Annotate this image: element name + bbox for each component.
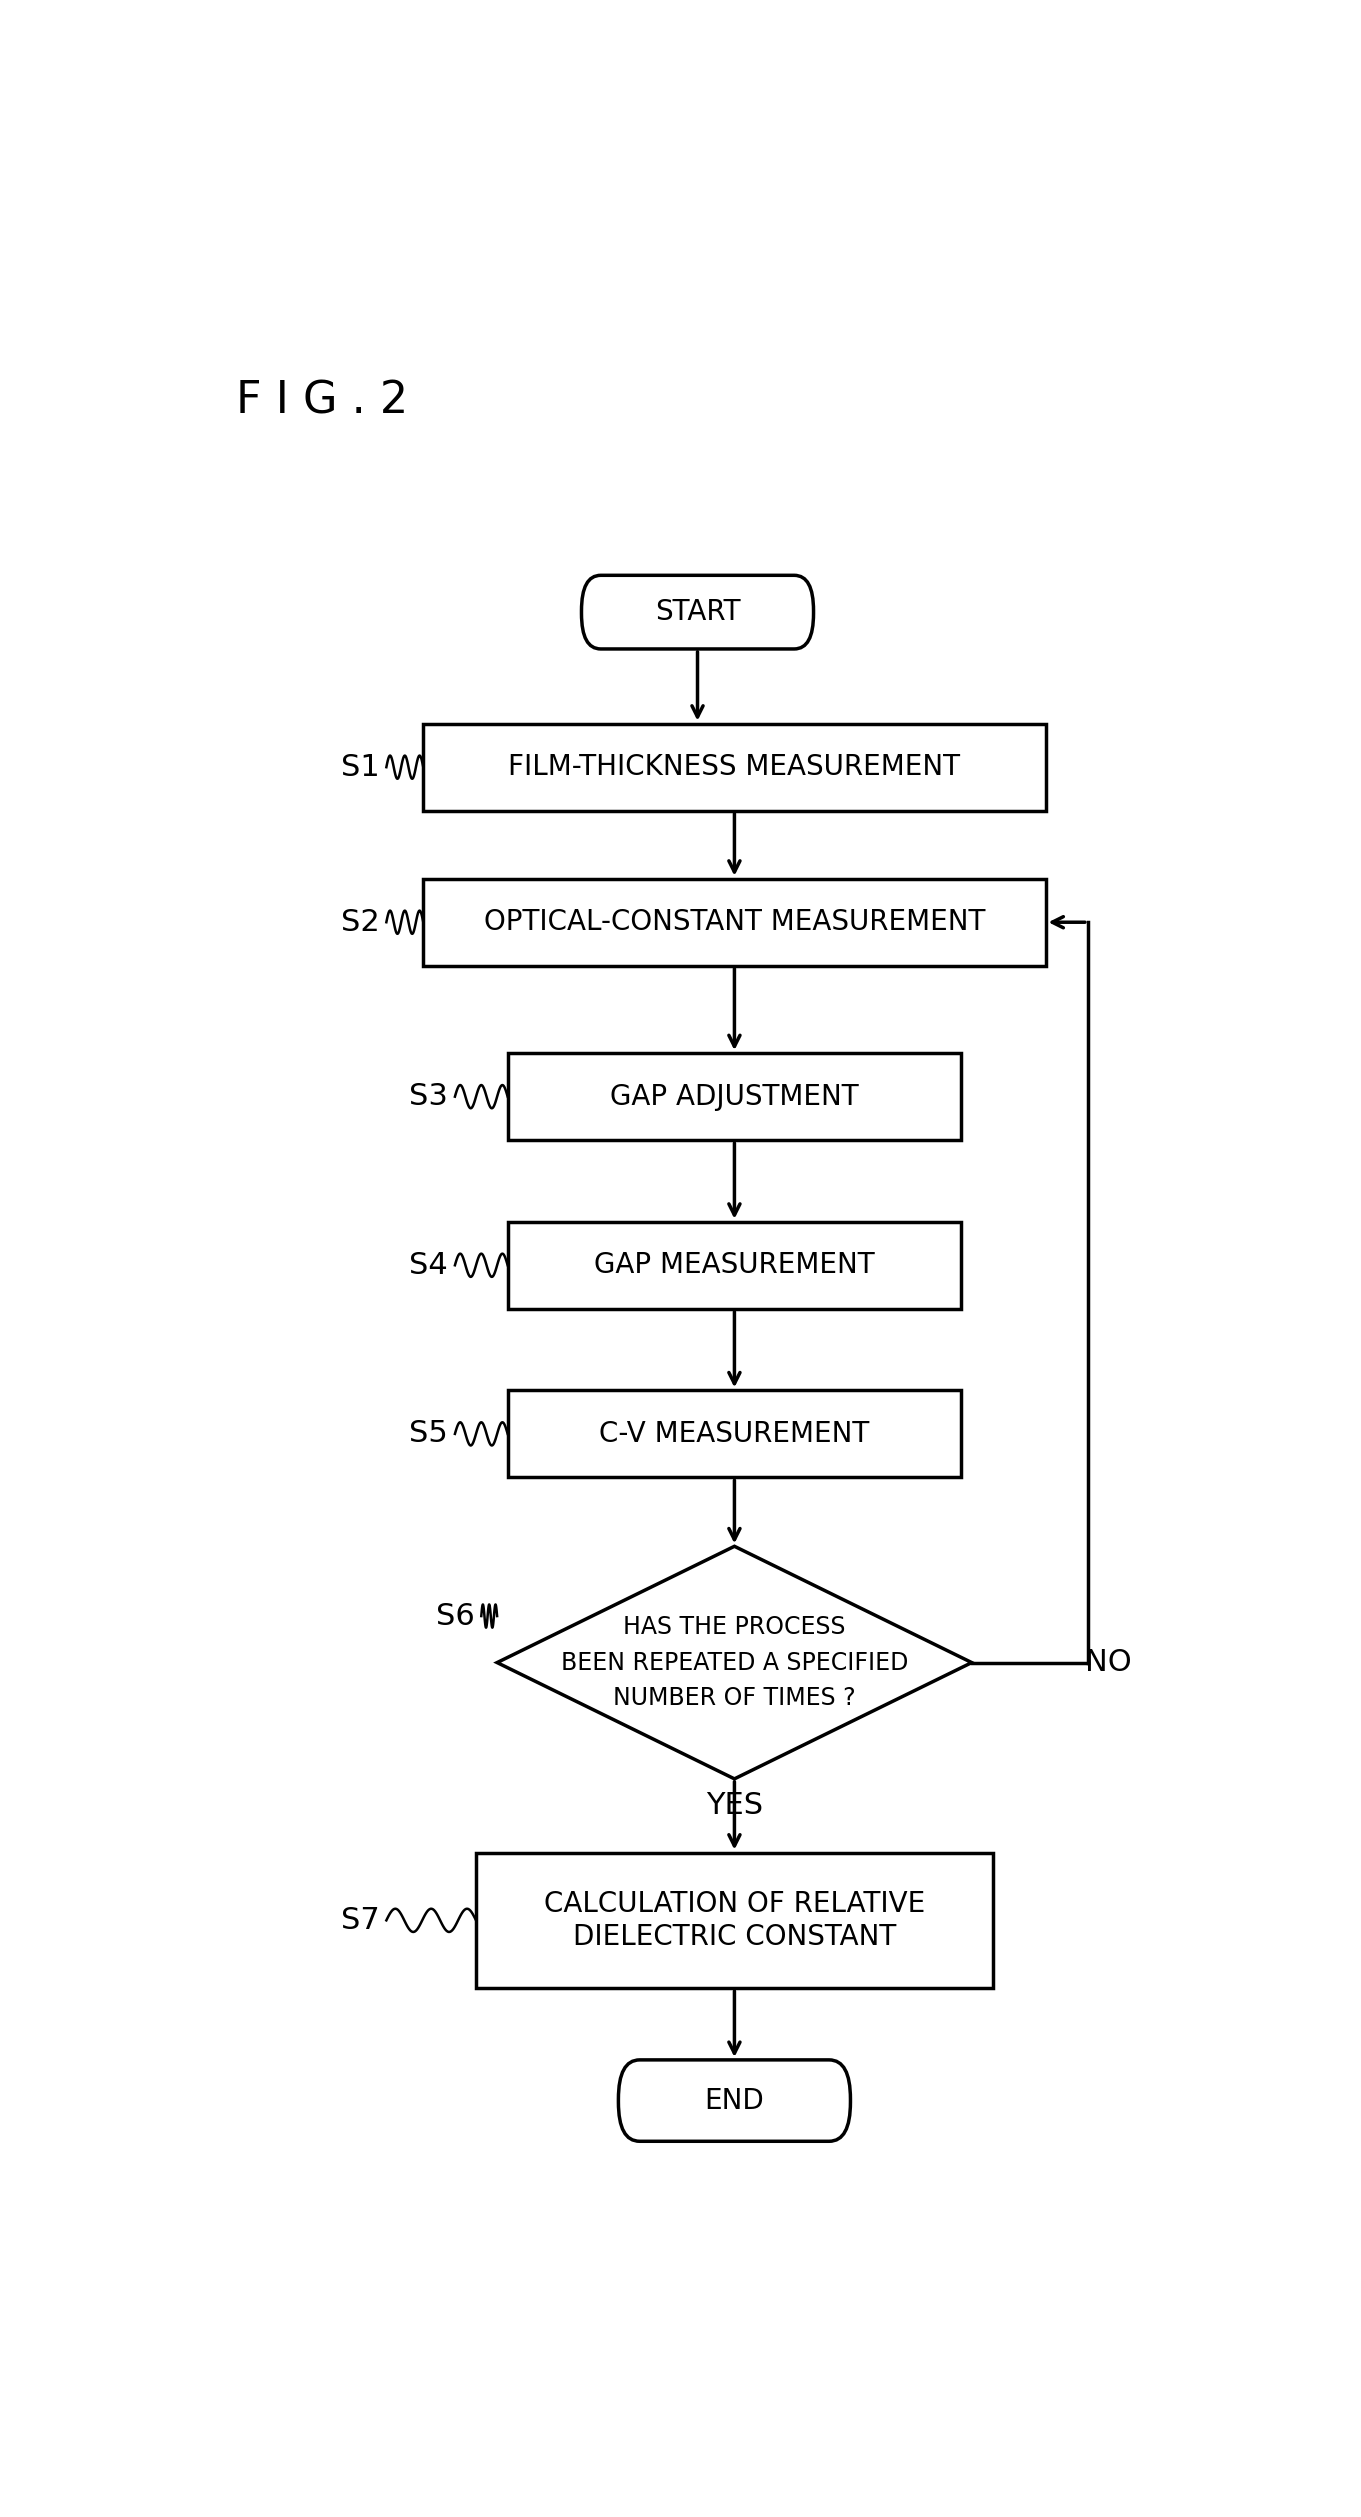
- Bar: [508, 1052, 961, 1140]
- Text: START: START: [655, 599, 740, 627]
- Bar: [508, 1221, 961, 1309]
- Text: NO: NO: [1086, 1649, 1132, 1676]
- Bar: [423, 722, 1045, 810]
- Text: S2: S2: [340, 909, 380, 936]
- Text: S1: S1: [340, 753, 380, 783]
- Text: S5: S5: [410, 1420, 448, 1447]
- Text: GAP ADJUSTMENT: GAP ADJUSTMENT: [610, 1082, 859, 1110]
- Text: END: END: [705, 2087, 765, 2114]
- Bar: [508, 1389, 961, 1477]
- Text: GAP MEASUREMENT: GAP MEASUREMENT: [595, 1251, 875, 1279]
- Text: YES: YES: [706, 1792, 764, 1820]
- Text: S3: S3: [410, 1082, 448, 1110]
- Text: OPTICAL-CONSTANT MEASUREMENT: OPTICAL-CONSTANT MEASUREMENT: [483, 909, 985, 936]
- Text: S7: S7: [340, 1905, 380, 1936]
- Text: HAS THE PROCESS
BEEN REPEATED A SPECIFIED
NUMBER OF TIMES ?: HAS THE PROCESS BEEN REPEATED A SPECIFIE…: [561, 1616, 908, 1709]
- FancyBboxPatch shape: [581, 576, 814, 649]
- Text: FILM-THICKNESS MEASUREMENT: FILM-THICKNESS MEASUREMENT: [509, 753, 961, 780]
- Bar: [476, 1853, 992, 1988]
- Text: C-V MEASUREMENT: C-V MEASUREMENT: [599, 1420, 870, 1447]
- Polygon shape: [497, 1545, 972, 1780]
- FancyBboxPatch shape: [618, 2059, 851, 2142]
- Text: F I G . 2: F I G . 2: [235, 380, 408, 423]
- Text: CALCULATION OF RELATIVE
DIELECTRIC CONSTANT: CALCULATION OF RELATIVE DIELECTRIC CONST…: [544, 1890, 925, 1951]
- Bar: [423, 878, 1045, 967]
- Text: S4: S4: [410, 1251, 448, 1279]
- Text: S6: S6: [436, 1601, 474, 1631]
